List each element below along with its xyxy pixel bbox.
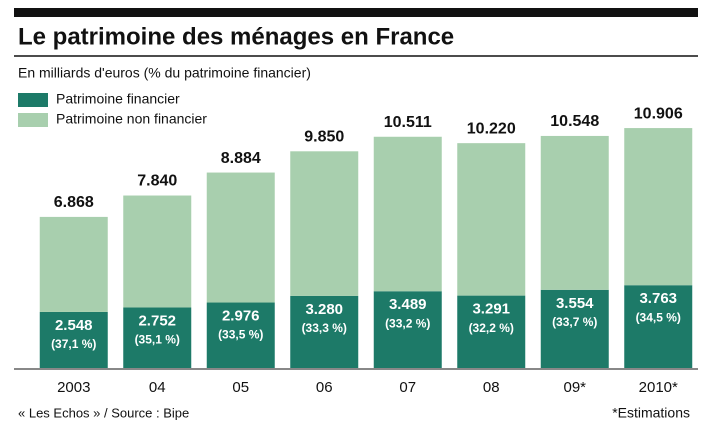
- bar-segment: [39, 311, 108, 368]
- top-band: [14, 8, 698, 17]
- bar-segment: [290, 151, 359, 296]
- share-label: (33,3 %): [302, 321, 347, 335]
- x-tick-label: 05: [232, 379, 249, 396]
- bar-segment: [540, 135, 609, 290]
- subtitle: En milliards d'euros (% du patrimoine fi…: [18, 65, 311, 81]
- total-label: 10.906: [634, 105, 683, 122]
- share-label: (33,5 %): [218, 328, 263, 342]
- share-label: (35,1 %): [135, 333, 180, 347]
- segment-label: 3.280: [305, 301, 343, 318]
- x-tick-label: 08: [483, 379, 500, 396]
- total-label: 10.548: [550, 113, 599, 130]
- total-label: 10.220: [467, 120, 516, 137]
- legend-swatch: [18, 93, 48, 107]
- segment-label: 3.291: [472, 301, 510, 318]
- segment-label: 3.489: [389, 296, 427, 313]
- x-tick-label: 06: [316, 379, 333, 396]
- x-tick-label: 07: [399, 379, 416, 396]
- bar-segment: [123, 195, 192, 308]
- note: *Estimations: [612, 405, 690, 421]
- bar-segment: [624, 128, 693, 286]
- bar-segment: [206, 302, 275, 368]
- bar-segment: [457, 295, 526, 368]
- segment-label: 2.976: [222, 307, 260, 324]
- total-label: 7.840: [137, 173, 177, 190]
- total-label: 8.884: [221, 150, 261, 167]
- share-label: (37,1 %): [51, 337, 96, 351]
- segment-label: 3.554: [556, 295, 594, 312]
- bar-segment: [373, 136, 442, 292]
- x-tick-label: 04: [149, 379, 166, 396]
- segment-label: 2.752: [138, 312, 176, 329]
- bar-segment: [290, 295, 359, 368]
- x-tick-label: 09*: [563, 379, 586, 396]
- share-label: (33,2 %): [385, 316, 430, 330]
- share-label: (33,7 %): [552, 315, 597, 329]
- legend-swatch: [18, 113, 48, 127]
- segment-label: 3.763: [639, 290, 677, 307]
- bar-segment: [123, 307, 192, 368]
- x-tick-label: 2003: [57, 379, 90, 396]
- segment-label: 2.548: [55, 317, 93, 334]
- bar-segment: [206, 172, 275, 303]
- bar-segment: [624, 285, 693, 368]
- x-tick-label: 2010*: [639, 379, 678, 396]
- bar-segment: [540, 289, 609, 368]
- legend-label: Patrimoine non financier: [56, 111, 207, 127]
- source: « Les Echos » / Source : Bipe: [18, 405, 189, 420]
- chart-title: Le patrimoine des ménages en France: [18, 23, 454, 50]
- bar-segment: [457, 143, 526, 296]
- total-label: 10.511: [384, 114, 432, 131]
- share-label: (32,2 %): [469, 321, 514, 335]
- bar-segment: [373, 291, 442, 368]
- total-label: 9.850: [304, 129, 344, 146]
- total-label: 6.868: [54, 194, 94, 211]
- bar-segment: [39, 216, 108, 312]
- share-label: (34,5 %): [636, 310, 681, 324]
- legend-label: Patrimoine financier: [56, 91, 180, 107]
